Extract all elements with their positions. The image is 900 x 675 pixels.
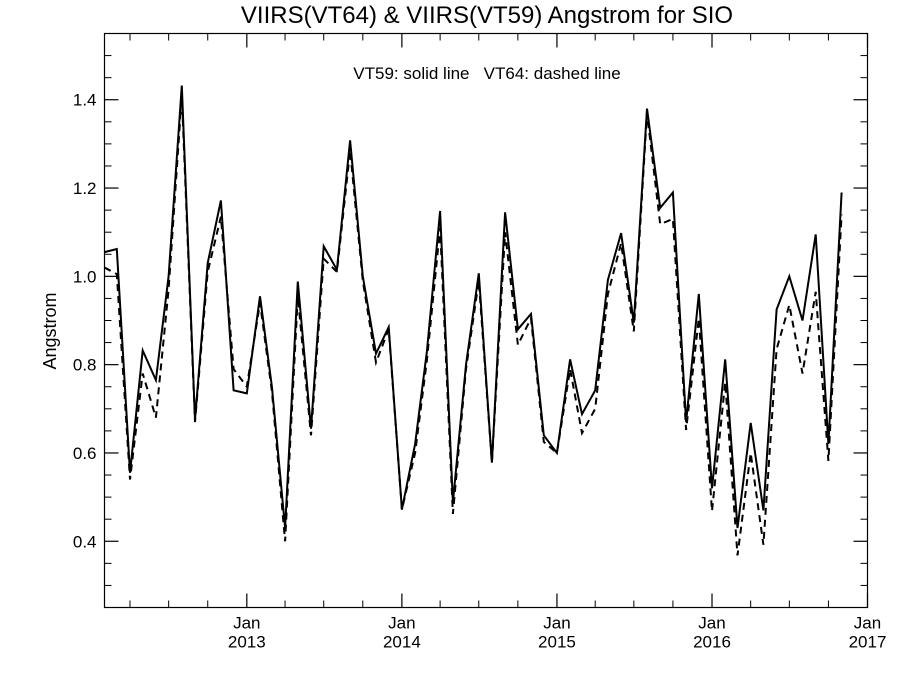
- y-tick-label: 1.4: [73, 91, 97, 110]
- series-vt64-line: [104, 95, 843, 556]
- axis-ticks: 0.40.60.81.01.21.4Jan2013Jan2014Jan2015J…: [73, 33, 887, 652]
- x-tick-label-month: Jan: [543, 614, 570, 633]
- x-tick-label-month: Jan: [233, 614, 260, 633]
- y-tick-label: 1.0: [73, 267, 97, 286]
- x-tick-label-month: Jan: [854, 614, 881, 633]
- y-axis-label: Angstrom: [40, 292, 60, 369]
- x-tick-label-year: 2016: [693, 633, 731, 652]
- x-tick-label-year: 2017: [849, 633, 887, 652]
- x-tick-label-month: Jan: [698, 614, 725, 633]
- x-tick-label-month: Jan: [388, 614, 415, 633]
- series-lines: [104, 85, 843, 556]
- x-tick-label-year: 2013: [228, 633, 266, 652]
- x-tick-label-year: 2015: [538, 633, 576, 652]
- chart-annotation: VT59: solid line VT64: dashed line: [353, 64, 620, 83]
- x-tick-label-year: 2014: [383, 633, 421, 652]
- plot-frame: [103, 32, 869, 609]
- chart-title: VIIRS(VT64) & VIIRS(VT59) Angstrom for S…: [241, 2, 733, 29]
- y-tick-label: 1.2: [73, 179, 97, 198]
- y-tick-label: 0.4: [73, 532, 97, 551]
- y-tick-label: 0.8: [73, 356, 97, 375]
- y-tick-label: 0.6: [73, 444, 97, 463]
